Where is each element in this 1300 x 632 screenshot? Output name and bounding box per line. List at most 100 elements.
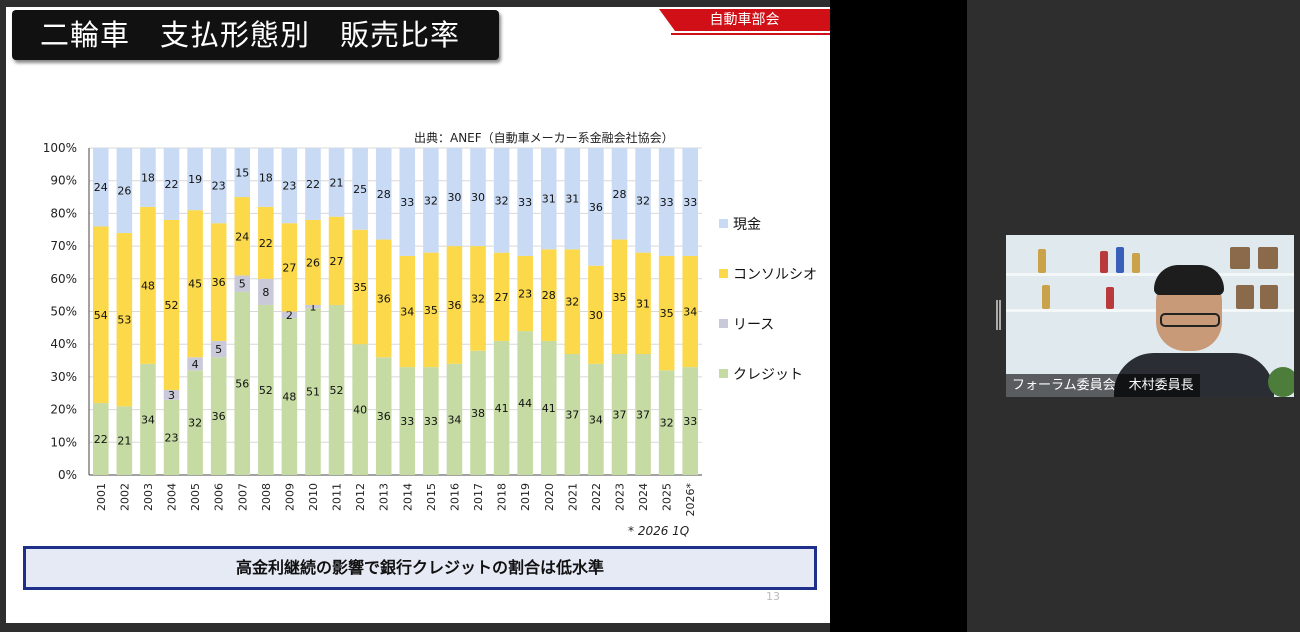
bar-segment	[328, 216, 345, 305]
trophy-icon	[1116, 247, 1124, 273]
bar-segment	[140, 206, 156, 364]
glasses	[1160, 313, 1220, 327]
data-label: 33	[424, 415, 438, 428]
award-plaque-icon	[1260, 285, 1278, 309]
data-label: 30	[447, 191, 461, 204]
bar-segment	[635, 252, 651, 355]
data-label: 26	[306, 256, 320, 269]
bar-segment	[305, 308, 321, 475]
bar-segment	[517, 331, 533, 475]
data-label: 26	[117, 185, 131, 198]
data-label: 3	[168, 389, 175, 402]
bar-segment	[187, 210, 203, 358]
x-tick-label: 2018	[496, 483, 509, 511]
bar-segment	[187, 148, 203, 211]
x-tick-label: 2023	[613, 483, 626, 511]
key-message-box: 高金利継続の影響で銀行クレジットの割合は低水準	[23, 546, 817, 590]
bar-segment	[611, 239, 628, 355]
data-label: 36	[212, 410, 226, 423]
data-label: 33	[518, 196, 532, 209]
data-label: 36	[589, 201, 603, 214]
data-label: 8	[262, 286, 269, 299]
data-label: 33	[683, 415, 697, 428]
y-tick-label: 70%	[50, 239, 77, 253]
participant-video-tile[interactable]: フォーラム委員会 木村委員長	[1006, 235, 1294, 397]
x-tick-label: 2001	[95, 483, 108, 511]
bar-segment	[611, 354, 628, 475]
bar-segment	[588, 148, 604, 266]
bar-segment	[635, 148, 651, 253]
legend-swatch	[719, 369, 728, 378]
data-label: 36	[212, 276, 226, 289]
bar-segment	[423, 252, 439, 368]
data-label: 5	[239, 278, 246, 291]
x-tick-label: 2004	[166, 483, 179, 511]
bar-segment	[258, 278, 274, 305]
data-label: 22	[94, 433, 108, 446]
bar-segment	[375, 239, 392, 358]
presentation-slide: 二輪車 支払形態別 販売比率 自動車部会 出典：ANEF（自動車メーカー系金融会…	[6, 7, 830, 623]
data-label: 28	[542, 289, 556, 302]
x-tick-label: 2016	[448, 483, 461, 511]
bar-segment	[234, 197, 251, 276]
data-label: 36	[447, 299, 461, 312]
x-tick-label: 2002	[118, 483, 131, 511]
x-tick-label: 2022	[590, 483, 603, 511]
x-tick-label: 2024	[637, 483, 650, 511]
x-tick-label: 2006	[213, 483, 226, 511]
bar-segment	[375, 148, 392, 240]
chart-footnote: * 2026 1Q	[628, 524, 690, 538]
bar-segment	[493, 148, 510, 253]
award-plaque-icon	[1258, 247, 1278, 269]
bar-segment	[658, 255, 675, 371]
bar-segment	[281, 318, 298, 475]
trophy-icon	[1132, 253, 1140, 273]
data-label: 18	[141, 171, 155, 184]
data-label: 32	[660, 417, 674, 430]
bar-segment	[540, 148, 557, 250]
trophy-icon	[1042, 285, 1050, 309]
data-label: 40	[353, 404, 367, 417]
y-tick-label: 40%	[50, 337, 77, 351]
bar-segment	[116, 406, 133, 475]
data-label: 48	[282, 391, 296, 404]
trophy-icon	[1038, 249, 1046, 273]
data-label: 21	[117, 435, 131, 448]
bar-segment	[635, 354, 651, 475]
data-label: 23	[165, 431, 179, 444]
bar-segment	[163, 389, 180, 400]
data-label: 23	[212, 180, 226, 193]
trophy-icon	[1100, 251, 1108, 273]
slide-title: 二輪車 支払形態別 販売比率	[12, 10, 499, 60]
x-tick-label: 2007	[236, 483, 249, 511]
x-tick-label: 2014	[401, 483, 414, 511]
award-plaque-icon	[1236, 285, 1254, 309]
bar-segment	[682, 367, 698, 475]
data-label: 33	[683, 196, 697, 209]
bar-segment	[210, 223, 227, 341]
data-label: 25	[353, 183, 367, 196]
bar-segment	[423, 148, 439, 253]
bar-segment	[234, 275, 251, 292]
bar-segment	[540, 340, 557, 475]
y-tick-label: 80%	[50, 206, 77, 220]
data-label: 34	[683, 306, 697, 319]
participant-hair	[1154, 265, 1224, 295]
trophy-icon	[1106, 287, 1114, 309]
legend-label: コンソルシオ	[733, 267, 817, 283]
panel-resize-handle[interactable]	[996, 300, 1001, 330]
data-label: 32	[495, 194, 509, 207]
bar-segment	[140, 363, 156, 475]
data-label: 38	[471, 407, 485, 420]
data-label: 31	[636, 297, 650, 310]
award-plaque-icon	[1230, 247, 1250, 269]
bar-segment	[163, 219, 180, 390]
department-tab: 自動車部会	[659, 9, 830, 31]
x-tick-label: 2017	[472, 483, 485, 511]
data-label: 33	[400, 196, 414, 209]
bar-segment	[352, 148, 368, 230]
y-tick-label: 50%	[50, 305, 77, 319]
x-tick-label: 2003	[142, 483, 155, 511]
y-tick-label: 10%	[50, 435, 77, 449]
legend-swatch	[719, 269, 728, 278]
